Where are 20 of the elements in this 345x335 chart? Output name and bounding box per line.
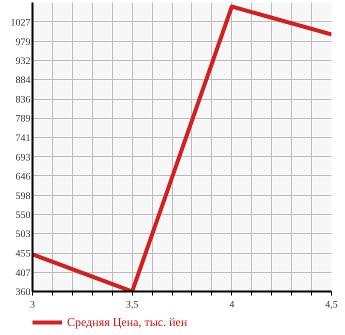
- y-tick-label: 741: [16, 133, 30, 144]
- legend-label: Средняя Цена, тыс. йен: [67, 314, 188, 330]
- y-tick-label: 693: [16, 152, 30, 164]
- y-tick-label: 789: [16, 114, 30, 125]
- y-tick-label: 550: [16, 210, 30, 222]
- y-tick-label: 598: [16, 190, 30, 202]
- y-tick-label: 503: [16, 229, 30, 240]
- x-tick-label: 4,5: [325, 300, 338, 310]
- y-tick-label: 932: [16, 56, 30, 67]
- x-tick-label: 3: [30, 300, 35, 310]
- x-tick-label: 4: [229, 300, 234, 310]
- y-tick-label: 407: [16, 268, 30, 280]
- y-tick-label: 836: [16, 94, 30, 106]
- y-tick-label: 646: [16, 171, 30, 182]
- y-tick-label: 1027: [10, 17, 30, 28]
- y-tick-label: 979: [16, 36, 30, 48]
- x-tick-label: 3,5: [126, 300, 138, 310]
- y-tick-label: 360: [16, 287, 30, 298]
- y-tick-label: 455: [16, 248, 30, 260]
- y-tick-label: 884: [16, 75, 30, 86]
